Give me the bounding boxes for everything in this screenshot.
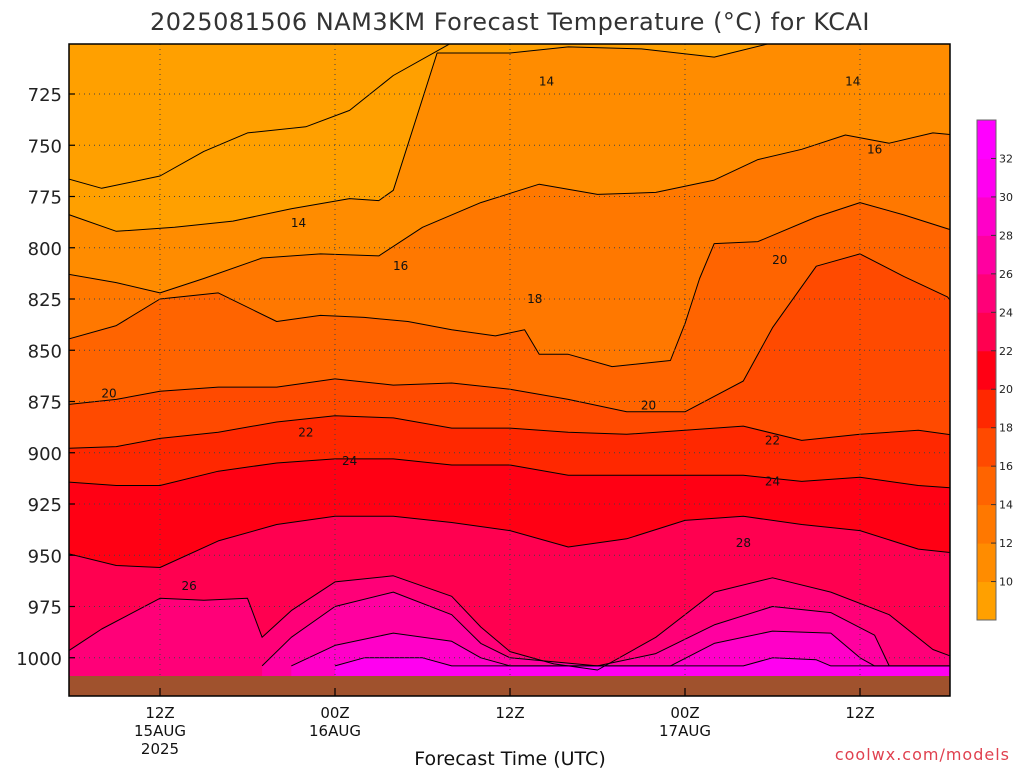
contour-label: 24	[765, 474, 780, 488]
contour-lines	[69, 44, 950, 671]
colorbar-segment	[977, 350, 996, 390]
colorbar-tick-label: 26	[999, 268, 1013, 281]
contour-line-18	[69, 253, 950, 413]
contour-line-12	[69, 44, 770, 232]
colorbar-segment	[977, 427, 996, 467]
x-tick-label: 17AUG	[659, 722, 711, 740]
colorbar-segment	[977, 504, 996, 544]
y-tick-label: 800	[28, 239, 62, 260]
colorbar-tick-label: 28	[999, 229, 1013, 242]
y-tick-label: 725	[28, 85, 62, 106]
contour-line-32	[334, 657, 950, 667]
colorbar-segment	[977, 466, 996, 506]
colorbar-segment	[977, 273, 996, 313]
colorbar-segment	[977, 312, 996, 352]
colorbar: 10 12 14 16 18 20 22 24 26 28 30 32	[976, 119, 1013, 621]
colorbar-segment	[977, 235, 996, 275]
colorbar-tick-label: 14	[999, 499, 1013, 512]
x-tick-label: 00Z	[670, 704, 699, 722]
contour-line-16	[69, 202, 950, 368]
y-tick-label: 875	[28, 393, 62, 414]
y-tick-label: 1000	[16, 649, 62, 670]
contour-line-26	[69, 575, 950, 671]
colorbar-tick-label: 20	[999, 383, 1013, 396]
y-axis: 725 750 775 800 825 850 875 900 925 950 975 1000	[16, 85, 75, 670]
contour-label: 14	[291, 216, 306, 230]
contour-label: 26	[182, 579, 197, 593]
contour-label: 28	[736, 536, 751, 550]
contour-line-24	[69, 515, 950, 568]
x-axis-label: Forecast Time (UTC)	[414, 748, 605, 768]
colorbar-tick-label: 18	[999, 422, 1013, 435]
colorbar-segment	[977, 196, 996, 236]
x-tick-label: 12Z	[145, 704, 174, 722]
colorbar-segment	[977, 581, 996, 621]
y-tick-label: 775	[28, 188, 62, 209]
contour-label: 20	[101, 386, 116, 400]
y-tick-label: 925	[28, 495, 62, 516]
contour-line-22	[69, 458, 950, 489]
y-tick-label: 950	[28, 546, 62, 567]
y-tick-label: 900	[28, 444, 62, 465]
contour-label: 22	[298, 425, 313, 439]
colorbar-tick-label: 10	[999, 576, 1013, 589]
contour-label: 20	[641, 399, 656, 413]
contour-line-14	[69, 132, 950, 294]
contour-label: 18	[527, 292, 542, 306]
grid-lines	[69, 44, 950, 676]
colorbar-tick-label: 16	[999, 460, 1013, 473]
contour-labels: 14 14 14 16 16 18 20 20 20 22 22 24 24 26 28	[101, 75, 882, 593]
y-tick-label: 750	[28, 136, 62, 157]
contour-label: 20	[772, 253, 787, 267]
colorbar-segment	[977, 389, 996, 429]
colorbar-tick-label: 30	[999, 191, 1013, 204]
contour-line-10	[69, 44, 451, 189]
y-tick-label: 975	[28, 598, 62, 619]
x-tick-label: 00Z	[320, 704, 349, 722]
contour-line-30	[291, 630, 950, 667]
chart-title: 2025081506 NAM3KM Forecast Temperature (…	[150, 8, 870, 36]
colorbar-tick-label: 22	[999, 345, 1013, 358]
contour-label: 14	[539, 75, 554, 89]
colorbar-segment	[977, 158, 996, 198]
contour-label: 16	[393, 259, 408, 273]
x-tick-label: 15AUG	[134, 722, 186, 740]
x-tick-label: 12Z	[845, 704, 874, 722]
contour-line-28	[261, 591, 890, 667]
ground-strip	[69, 676, 950, 696]
contour-label: 16	[867, 142, 882, 156]
colorbar-segment	[977, 543, 996, 583]
x-tick-label: 2025	[141, 740, 179, 758]
contour-label: 24	[342, 454, 357, 468]
colorbar-tick-label: 32	[999, 152, 1013, 165]
x-tick-label: 16AUG	[309, 722, 361, 740]
contour-label: 14	[845, 75, 860, 89]
y-tick-label: 850	[28, 341, 62, 362]
contour-line-20	[69, 415, 950, 449]
y-tick-label: 825	[28, 290, 62, 311]
colorbar-frame	[976, 119, 997, 621]
x-tick-label: 12Z	[495, 704, 524, 722]
colorbar-tick-label: 24	[999, 306, 1013, 319]
ground-surface	[69, 676, 950, 696]
colorbar-tick-label: 12	[999, 537, 1013, 550]
colorbar-segment	[977, 120, 996, 159]
contour-label: 22	[765, 433, 780, 447]
credit-link[interactable]: coolwx.com/models	[835, 745, 1010, 764]
